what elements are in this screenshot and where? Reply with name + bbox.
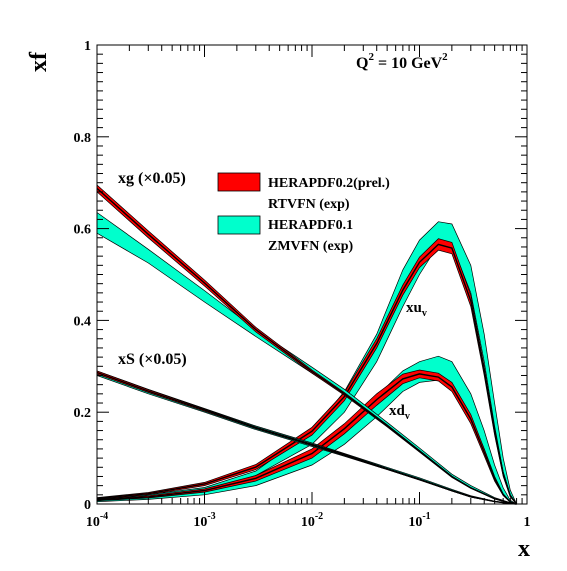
- label-xdv: xdv: [389, 403, 410, 422]
- label-xg: xg (×0.05): [118, 170, 186, 187]
- legend: HERAPDF0.2(prel.) RTVFN (exp) HERAPDF0.1…: [217, 172, 390, 254]
- central-line-xdv: [96, 373, 517, 505]
- legend-label-herapdf02: HERAPDF0.2(prel.): [268, 176, 390, 191]
- y-axis-title: xf: [26, 51, 52, 72]
- y-tick-label: 0.6: [74, 223, 92, 238]
- y-tick-label: 0.2: [74, 406, 92, 421]
- band-xdv_cyan: [96, 355, 517, 505]
- x-tick-label: 10-2: [301, 511, 323, 530]
- legend-entry-herapdf01: HERAPDF0.1 ZMVFN (exp): [217, 215, 353, 254]
- legend-entry-herapdf02: HERAPDF0.2(prel.) RTVFN (exp): [217, 172, 390, 212]
- legend-sublabel-herapdf02: RTVFN (exp): [268, 197, 350, 212]
- x-tick-label: 10-4: [86, 511, 108, 530]
- x-tick-label: 1: [524, 515, 531, 530]
- y-tick-label: 0: [84, 498, 91, 513]
- y-tick-label: 0.8: [74, 131, 92, 146]
- y-tick-label: 0.4: [74, 314, 92, 329]
- label-xs: xS (×0.05): [118, 351, 187, 368]
- legend-swatch-herapdf01: [217, 215, 261, 235]
- legend-swatch-herapdf02: [217, 172, 261, 192]
- legend-label-herapdf01: HERAPDF0.1: [268, 218, 353, 233]
- x-tick-label: 10-3: [193, 511, 215, 530]
- x-tick-label: 10-1: [408, 511, 430, 530]
- x-axis-title: x: [518, 536, 530, 562]
- label-xuv: xuv: [406, 300, 427, 319]
- legend-sublabel-herapdf01: ZMVFN (exp): [268, 239, 353, 254]
- ticks: 10-4 10-3 10-2 10-1 1 0 0.2 0.4 0.6 0.8 1: [74, 39, 531, 530]
- central-line-xuv: [96, 243, 518, 505]
- y-tick-label: 1: [84, 39, 91, 54]
- chart-title: Q2 = 10 GeV2: [356, 51, 448, 72]
